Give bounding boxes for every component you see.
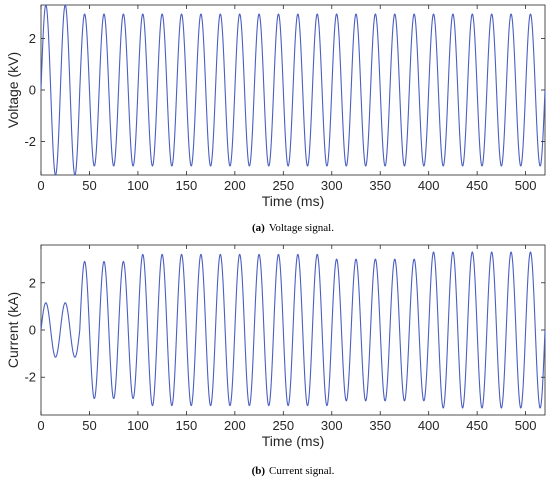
voltage-x-axis-label: Time (ms) [262, 193, 324, 209]
voltage-caption: (a) Voltage signal. [252, 222, 334, 234]
current-x-tick-label: 500 [515, 418, 537, 433]
current-x-tick-label: 450 [466, 418, 488, 433]
voltage-x-tick-label: 250 [272, 178, 294, 193]
current-y-tick-label: -2 [24, 370, 36, 385]
current-x-tick-label: 400 [418, 418, 440, 433]
voltage-series-line [40, 4, 546, 176]
current-x-tick-label: 100 [127, 418, 149, 433]
voltage-x-tick-label: 500 [515, 178, 537, 193]
voltage-x-tick-label: 100 [127, 178, 149, 193]
voltage-y-tick-label: -2 [24, 134, 36, 149]
current-series-line [40, 251, 546, 409]
current-y-tick-label: 0 [29, 323, 36, 338]
current-x-tick-label: 50 [82, 418, 96, 433]
voltage-y-tick-label: 2 [29, 31, 36, 46]
voltage-x-tick-label: 150 [176, 178, 198, 193]
current-x-tick-label: 0 [37, 418, 44, 433]
voltage-x-tick-label: 450 [466, 178, 488, 193]
current-caption-tag: (b) [252, 465, 266, 477]
current-x-tick-label: 300 [321, 418, 343, 433]
voltage-chart: 0 50 100 150 200 250 300 350 400 450 500 2 0 -2 Volta… [5, 4, 546, 234]
current-caption: (b) Current signal. [252, 465, 335, 477]
voltage-x-tick-label: 200 [224, 178, 246, 193]
voltage-caption-tag: (a) [252, 222, 265, 234]
voltage-y-tick-label: 0 [29, 83, 36, 98]
current-axes-ticks: 0 50 100 150 200 250 300 350 400 450 500 2 0 -2 [24, 245, 545, 433]
voltage-axes-ticks: 0 50 100 150 200 250 300 350 400 450 500 2 0 -2 [24, 5, 545, 193]
current-x-tick-label: 200 [224, 418, 246, 433]
current-x-tick-label: 250 [272, 418, 294, 433]
current-x-axis-label: Time (ms) [262, 433, 324, 449]
current-x-tick-label: 350 [369, 418, 391, 433]
voltage-x-tick-label: 0 [37, 178, 44, 193]
current-caption-text: Current signal. [269, 465, 335, 477]
voltage-x-tick-label: 350 [369, 178, 391, 193]
voltage-y-axis-label: Voltage (kV) [5, 52, 21, 128]
voltage-x-tick-label: 50 [82, 178, 96, 193]
current-x-tick-label: 150 [176, 418, 198, 433]
current-y-axis-label: Current (kA) [5, 292, 21, 368]
current-y-tick-label: 2 [29, 275, 36, 290]
current-chart: 0 50 100 150 200 250 300 350 400 450 500 2 0 -2 Curre… [5, 244, 546, 477]
voltage-caption-text: Voltage signal. [269, 222, 334, 234]
voltage-x-tick-label: 400 [418, 178, 440, 193]
voltage-x-tick-label: 300 [321, 178, 343, 193]
